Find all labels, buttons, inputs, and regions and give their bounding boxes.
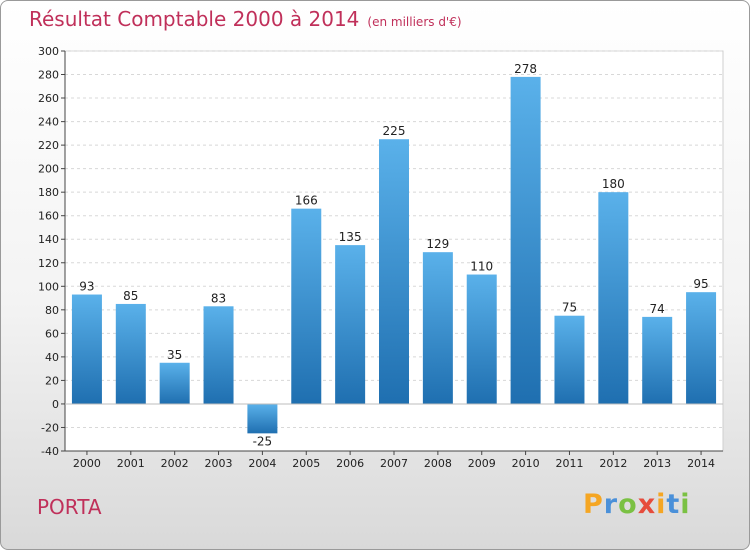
y-tick-label: 220 (38, 139, 59, 152)
x-tick-label-2003: 2003 (205, 457, 233, 470)
y-tick-label: 20 (45, 374, 59, 387)
x-tick-label-2010: 2010 (512, 457, 540, 470)
x-tick-label-2009: 2009 (468, 457, 496, 470)
chart-title-text: Résultat Comptable 2000 à 2014 (29, 7, 360, 31)
x-tick-label-2013: 2013 (643, 457, 671, 470)
data-label-2013: 74 (650, 302, 665, 316)
y-tick-label: 100 (38, 280, 59, 293)
chart-subtitle: (en milliers d'€) (367, 15, 462, 29)
logo-letter: i (656, 489, 667, 520)
bar-2011 (554, 315, 585, 404)
bar-2014 (686, 292, 717, 404)
bar-2006 (335, 245, 366, 404)
y-tick-label: 200 (38, 163, 59, 176)
data-label-2008: 129 (426, 237, 449, 251)
x-tick-label-2007: 2007 (380, 457, 408, 470)
bar-2001 (115, 303, 146, 404)
logo-letter: r (603, 489, 619, 520)
y-tick-label: 280 (38, 69, 59, 82)
data-label-2005: 166 (295, 194, 318, 208)
data-label-2003: 83 (211, 291, 226, 305)
y-tick-label: 260 (38, 92, 59, 105)
data-label-2004: -25 (253, 434, 273, 448)
logo-letter: P (583, 489, 604, 520)
data-label-2000: 93 (79, 280, 94, 294)
data-label-2009: 110 (470, 260, 493, 274)
bar-2004 (247, 403, 278, 434)
bar-2003 (203, 306, 234, 404)
y-tick-label: 80 (45, 304, 59, 317)
logo-letter: x (637, 489, 657, 520)
y-tick-label: 0 (52, 398, 59, 411)
bar-2007 (379, 139, 409, 404)
y-tick-label: 180 (38, 186, 59, 199)
bar-2000 (71, 294, 102, 404)
data-label-2011: 75 (562, 301, 577, 315)
logo-letter: i (680, 489, 691, 520)
data-label-2010: 278 (514, 62, 537, 76)
x-tick-label-2008: 2008 (424, 457, 452, 470)
x-tick-label-2002: 2002 (161, 457, 189, 470)
y-tick-label: -40 (41, 445, 59, 458)
proxiti-logo: Proxiti (583, 489, 691, 520)
data-label-2001: 85 (123, 289, 138, 303)
bar-2009 (466, 274, 497, 404)
location-label: PORTA (37, 495, 102, 519)
x-tick-label-2011: 2011 (555, 457, 583, 470)
y-tick-label: 60 (45, 327, 59, 340)
y-tick-label: 240 (38, 116, 59, 129)
x-tick-label-2001: 2001 (117, 457, 145, 470)
y-tick-label: 40 (45, 351, 59, 364)
x-tick-label-2014: 2014 (687, 457, 715, 470)
x-tick-label-2005: 2005 (292, 457, 320, 470)
data-label-2002: 35 (167, 348, 182, 362)
y-tick-label: 160 (38, 210, 59, 223)
data-label-2007: 225 (383, 124, 406, 138)
data-label-2014: 95 (693, 277, 708, 291)
bar-2008 (422, 252, 453, 404)
logo-letter: o (618, 489, 638, 520)
bar-2002 (159, 362, 190, 404)
y-tick-label: 300 (38, 45, 59, 58)
bar-2010 (510, 76, 541, 404)
y-tick-label: -20 (41, 421, 59, 434)
y-tick-label: 120 (38, 257, 59, 270)
y-tick-label: 140 (38, 233, 59, 246)
logo-letter: t (666, 489, 681, 520)
bar-2013 (642, 316, 673, 404)
data-label-2006: 135 (339, 230, 362, 244)
chart-title: Résultat Comptable 2000 à 2014 (en millie… (29, 7, 462, 31)
x-tick-label-2000: 2000 (73, 457, 101, 470)
x-tick-label-2004: 2004 (248, 457, 276, 470)
x-tick-label-2012: 2012 (599, 457, 627, 470)
bar-2012 (598, 192, 629, 404)
x-tick-label-2006: 2006 (336, 457, 364, 470)
data-label-2012: 180 (602, 177, 625, 191)
bar-2005 (291, 208, 322, 404)
